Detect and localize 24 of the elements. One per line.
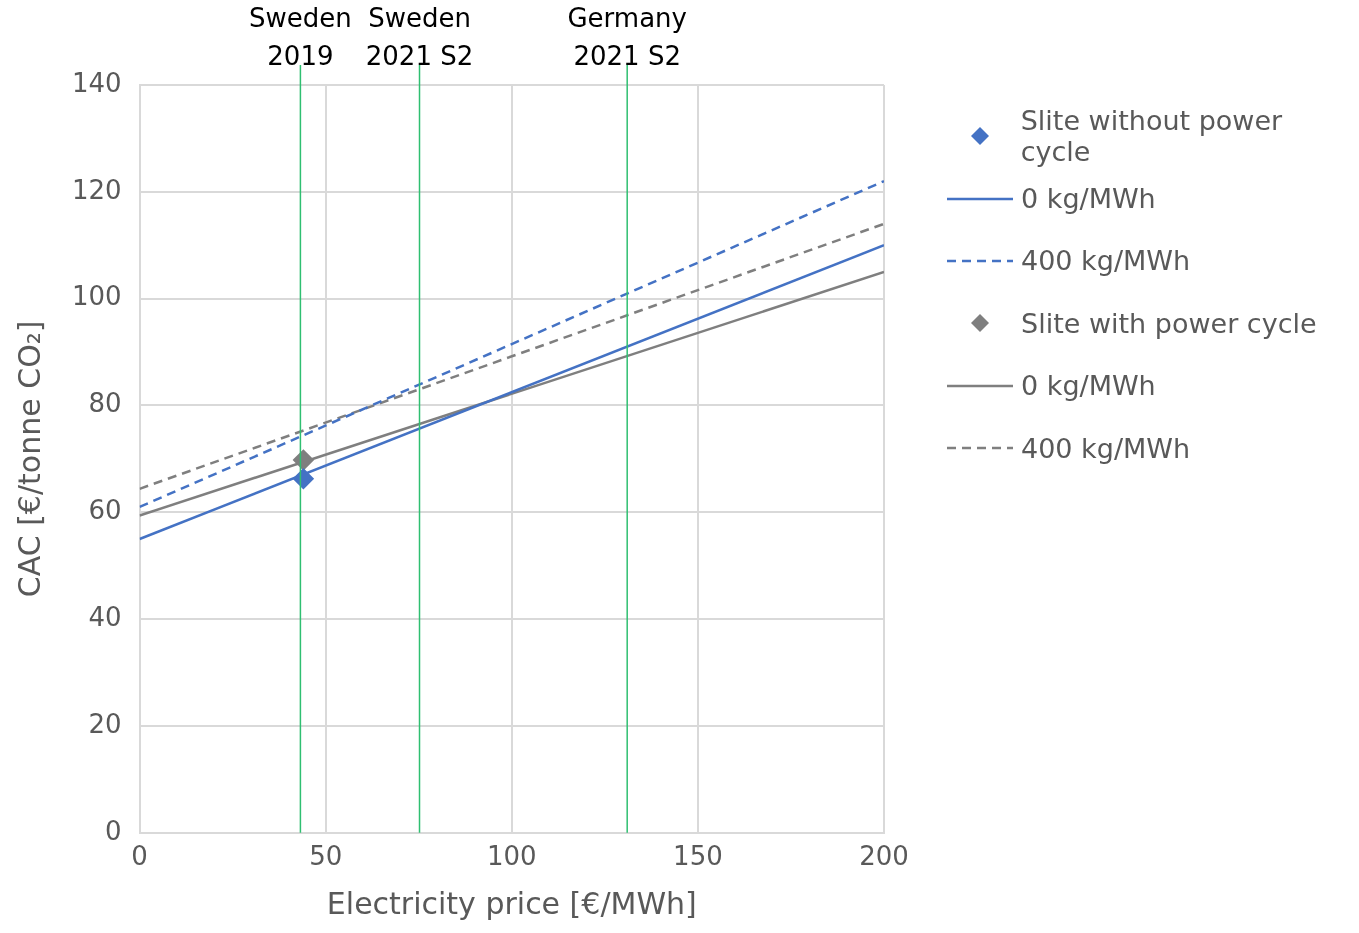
legend-label: 0 kg/MWh [1021, 183, 1156, 215]
y-tick-label: 20 [88, 708, 122, 739]
y-tick-label: 0 [105, 815, 122, 846]
y-tick-label: 120 [71, 174, 122, 205]
legend-label: Slite with power cycle [1021, 307, 1317, 339]
legend-label: 400 kg/MWh [1021, 245, 1191, 277]
x-tick-label: 100 [486, 841, 537, 872]
y-tick-label: 80 [88, 388, 122, 419]
x-tick-label: 50 [309, 841, 343, 872]
y-tick-label: 100 [71, 281, 122, 312]
y-tick-label: 60 [88, 495, 122, 526]
ref-line-label: Sweden 2019 [249, 2, 352, 71]
ref-line-label: Germany 2021 S2 [567, 2, 687, 71]
x-axis-title: Electricity price [€/MWh] [326, 885, 697, 921]
y-axis-title: CAC [€/tonne CO₂] [11, 320, 47, 598]
x-tick-label: 0 [131, 841, 148, 872]
y-tick-label: 40 [88, 601, 122, 632]
legend-label: Slite without power cycle [1020, 105, 1284, 168]
x-tick-label: 150 [673, 841, 723, 872]
legend-label: 0 kg/MWh [1021, 370, 1156, 402]
ref-line-label: Sweden 2021 S2 [365, 2, 474, 71]
y-tick-label: 140 [71, 67, 122, 98]
x-tick-label: 200 [859, 841, 909, 872]
legend-label: 400 kg/MWh [1021, 432, 1191, 464]
